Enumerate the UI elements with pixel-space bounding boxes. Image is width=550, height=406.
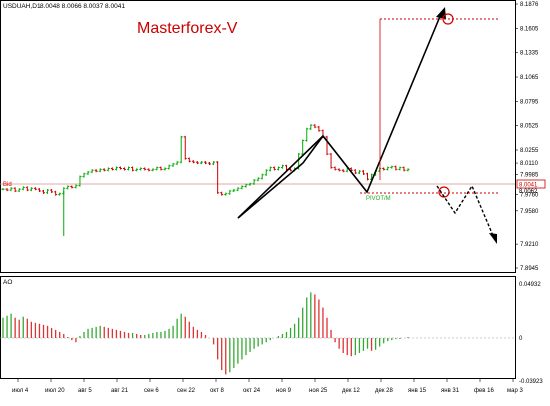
price-tick-label: 8.1065 <box>520 75 539 81</box>
price-tick-label: 8.1605 <box>520 26 539 32</box>
time-tick-label: окт 8 <box>210 388 224 394</box>
candles-series <box>1 124 410 237</box>
time-tick-label: ноя 9 <box>276 388 292 394</box>
annotation-label: PIVOT/M <box>366 196 391 202</box>
arrow-down-head <box>489 233 497 244</box>
indicator-name: AO <box>3 279 12 286</box>
time-tick-label: июл 20 <box>45 388 65 394</box>
price-tick-label: 8.1876 <box>520 2 539 8</box>
price-tick-label: 8.0525 <box>520 124 539 130</box>
symbol-label: USDUAH,D1 <box>3 3 41 10</box>
watermark-title: Masterforex-V <box>137 20 238 37</box>
current-price-label: 8.0041 <box>519 183 538 189</box>
current-price-box <box>516 179 546 189</box>
price-axis: 8.1876 8.1605 8.1335 8.1065 8.0795 8.0525 8.02… <box>515 2 539 272</box>
ao-series <box>2 292 409 375</box>
time-tick-label: авг 5 <box>78 388 92 394</box>
time-tick-label: авг 21 <box>111 388 129 394</box>
time-tick-label: янв 31 <box>441 388 460 394</box>
price-tick-label: 8.0255 <box>520 148 539 154</box>
ohlc-readout: 8.0048 8.0066 8.0037 8.0041 <box>40 3 125 10</box>
price-tick-label: 7.9985 <box>520 172 539 178</box>
bid-label: Bid <box>3 182 12 188</box>
price-tick-label: 8.0795 <box>520 99 539 105</box>
zigzag-left-leg <box>237 135 324 219</box>
time-tick-label: мар 3 <box>507 388 523 394</box>
price-tick-label: 7.9580 <box>520 209 539 215</box>
main-chart-frame <box>0 0 516 273</box>
time-tick-label: янв 15 <box>408 388 427 394</box>
ao-zero-label: 0 <box>519 336 523 342</box>
time-tick-label: ноя 25 <box>309 388 328 394</box>
price-tick-label: 7.9210 <box>520 242 539 248</box>
time-tick-label: июл 4 <box>12 388 29 394</box>
price-note-label: 8.0062 <box>519 189 538 195</box>
time-tick-label: окт 24 <box>243 388 261 394</box>
time-tick-label: дек 12 <box>342 388 360 394</box>
ao-min-label: -0.03923 <box>519 379 543 385</box>
price-tick-label: 7.9760 <box>520 193 539 199</box>
target-down-circle <box>438 186 450 198</box>
ao-max-label: 0.04932 <box>519 282 541 288</box>
time-tick-label: сен 6 <box>144 388 159 394</box>
price-tick-label: 8.0110 <box>520 161 539 167</box>
price-tick-label: 7.8945 <box>520 266 539 272</box>
time-tick-label: фев 16 <box>474 388 494 394</box>
indicator-frame <box>0 276 516 379</box>
time-tick-label: дек 28 <box>375 388 393 394</box>
time-axis: июл 4 июл 20 авг 5 авг 21 сен 6 сен 22 окт 8 ок… <box>12 379 523 394</box>
forecast-down-path <box>436 184 495 239</box>
price-tick-label: 8.1335 <box>520 51 539 57</box>
time-tick-label: сен 22 <box>177 388 196 394</box>
